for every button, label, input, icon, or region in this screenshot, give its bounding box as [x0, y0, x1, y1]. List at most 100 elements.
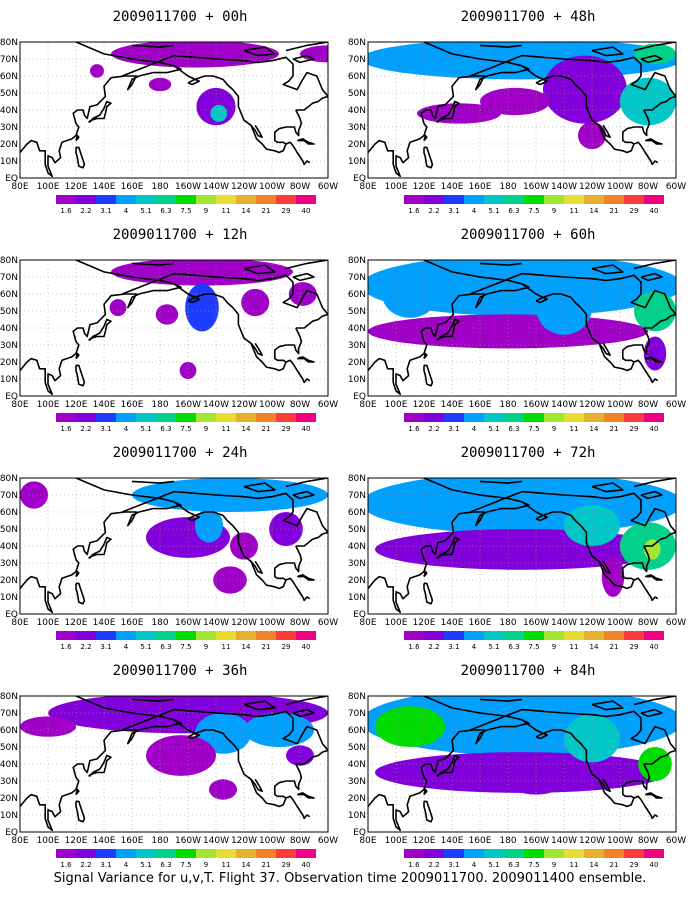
coastline	[591, 700, 624, 711]
panel-36h: 2009011700 + 36h EQ 10N 20N 30N 40N 50N 60N 70N…	[0, 654, 350, 869]
colorbar-swatch	[504, 849, 524, 858]
colorbar-swatch	[76, 195, 96, 204]
coastline	[633, 260, 676, 270]
y-tick-label: 50N	[0, 89, 18, 99]
coastline	[633, 42, 676, 52]
coastlines	[368, 478, 676, 614]
coastline	[285, 478, 328, 488]
colorbar-label: 5.1	[140, 425, 151, 433]
y-tick-label: 50N	[348, 743, 366, 753]
variance-region	[375, 706, 445, 747]
variance-region	[185, 283, 219, 332]
variance-region	[109, 299, 127, 317]
y-tick-label: 40N	[0, 760, 18, 770]
colorbar-swatch	[176, 413, 196, 422]
x-tick-label: 100E	[37, 182, 60, 192]
colorbar-swatch	[604, 195, 624, 204]
colorbar-label: 40	[650, 861, 659, 869]
x-tick-label: 140W	[551, 182, 577, 192]
colorbar-swatch	[524, 849, 544, 858]
x-tick-label: 160E	[469, 182, 492, 192]
coastline	[187, 78, 200, 86]
colorbar-swatch	[544, 631, 564, 640]
colorbar-swatch	[524, 413, 544, 422]
colorbar-label: 5.1	[488, 207, 499, 215]
x-tick-label: 100E	[385, 400, 408, 410]
coastline	[521, 719, 659, 820]
x-tick-label: 100E	[385, 182, 408, 192]
colorbar-swatch	[216, 849, 236, 858]
panel-title: 2009011700 + 48h	[460, 9, 596, 25]
colorbar-label: 1.6	[60, 207, 72, 215]
colorbar-label: 3.1	[100, 425, 111, 433]
x-tick-label: 160W	[175, 182, 201, 192]
y-tick-label: 40N	[348, 760, 366, 770]
colorbar-label: 2.2	[80, 643, 91, 651]
variance-region	[241, 288, 270, 317]
x-tick-label: 80E	[11, 182, 28, 192]
colorbar-swatch	[196, 849, 216, 858]
colorbar-label: 11	[222, 207, 231, 215]
y-tick-label: 10N	[348, 811, 366, 821]
x-tick-label: 120E	[413, 182, 436, 192]
y-tick-label: 40N	[0, 106, 18, 116]
coastline	[285, 696, 328, 706]
x-tick-label: 120W	[579, 182, 605, 192]
coastline	[640, 272, 663, 282]
colorbar: 1.6 2.2 3.1 4 5.1 6.3 7.5 9 11 14 21 29 40	[404, 631, 664, 651]
variance-region	[111, 260, 293, 286]
colorbar-swatch	[156, 413, 176, 422]
colorbar-label: 1.6	[408, 207, 420, 215]
plot-frame	[367, 695, 677, 833]
colorbar-swatch	[176, 195, 196, 204]
y-tick-label: 50N	[348, 307, 366, 317]
colorbar-swatch	[256, 849, 276, 858]
colorbar-swatch	[404, 413, 424, 422]
y-tick-label: 30N	[0, 341, 18, 351]
colorbar-label: 3.1	[100, 643, 111, 651]
colorbar-swatch	[544, 413, 564, 422]
colorbar-swatch	[256, 195, 276, 204]
coastline	[469, 708, 676, 751]
x-tick-label: 100W	[259, 618, 285, 628]
coastline	[621, 763, 651, 799]
colorbar-label: 6.3	[508, 643, 519, 651]
coastline	[535, 732, 548, 740]
colorbar-label: 2.2	[428, 643, 439, 651]
y-tick-label: 20N	[348, 794, 366, 804]
colorbar-swatch	[96, 413, 116, 422]
y-tick-label: 60N	[348, 508, 366, 518]
y-tick-label: 30N	[348, 777, 366, 787]
colorbar-label: 6.3	[508, 425, 519, 433]
colorbar-label: 21	[610, 207, 619, 215]
coastline	[250, 124, 263, 138]
colorbar-swatch	[96, 849, 116, 858]
coastline	[479, 480, 523, 484]
x-tick-label: 140W	[551, 836, 577, 846]
colorbar-swatch	[464, 195, 484, 204]
y-tick-label: 80N	[348, 474, 366, 484]
x-tick-label: 100E	[37, 400, 60, 410]
x-tick-label: 180	[151, 618, 168, 628]
x-tick-label: 120E	[413, 400, 436, 410]
coastline	[295, 95, 328, 111]
y-tick-label: 30N	[348, 341, 366, 351]
y-tick-label: EQ	[5, 392, 18, 402]
colorbar-label: 14	[590, 861, 599, 869]
colorbar-label: 14	[242, 207, 251, 215]
coastline	[131, 480, 175, 484]
x-tick-label: 140W	[203, 618, 229, 628]
variance-region	[269, 512, 303, 546]
coastline	[591, 482, 624, 493]
x-tick-label: 160E	[121, 182, 144, 192]
coastline	[292, 54, 315, 64]
x-tick-label: 140E	[93, 182, 116, 192]
colorbar-swatch	[444, 195, 464, 204]
colorbar-label: 7.5	[180, 425, 191, 433]
variance-region	[146, 735, 216, 776]
colorbar-swatch	[424, 195, 444, 204]
colorbar-swatch	[216, 413, 236, 422]
coastline	[295, 531, 328, 547]
colorbar-swatch	[96, 195, 116, 204]
coastline	[644, 792, 663, 799]
